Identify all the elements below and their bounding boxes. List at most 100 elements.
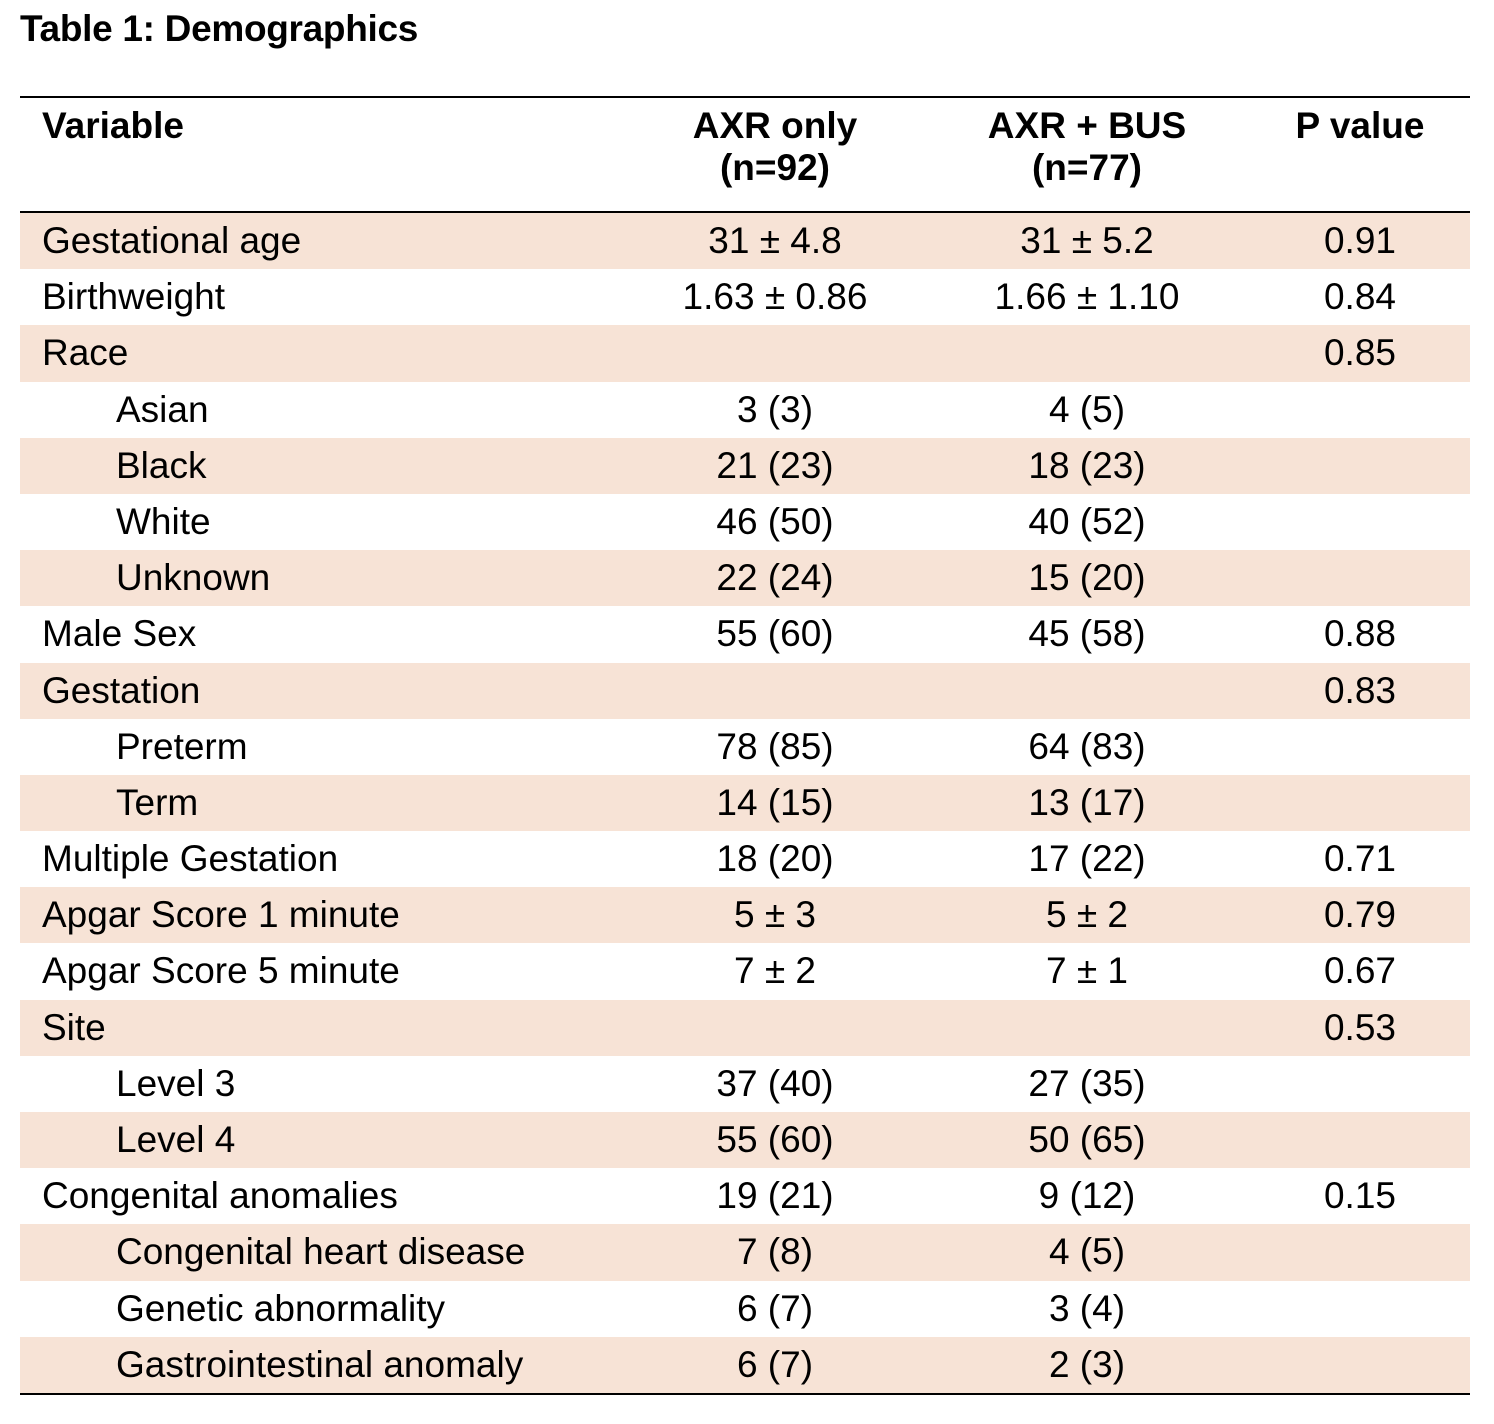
row-label: Congenital anomalies	[42, 1175, 398, 1217]
p-value: 0.85	[1323, 332, 1396, 374]
row-label: Genetic abnormality	[116, 1287, 446, 1329]
p-value: 0.91	[1323, 220, 1396, 261]
row-label: Gestation	[42, 669, 201, 711]
axr-only-value: 5 ± 3	[733, 894, 817, 936]
table-row: Asian 3 (3) 4 (5)	[20, 382, 1470, 438]
axr-bus-value: 3 (4)	[1048, 1287, 1126, 1329]
axr-bus-value: 31 ± 5.2	[1020, 220, 1154, 261]
axr-only-value: 14 (15)	[716, 781, 834, 823]
table-header-rule	[20, 211, 1470, 213]
demographics-table: Variable AXR only (n=92) AXR + BUS (n=77…	[20, 96, 1470, 1395]
table-row: Preterm 78 (85) 64 (83)	[20, 719, 1470, 775]
p-value: 0.53	[1323, 1006, 1396, 1048]
row-label: Apgar Score 1 minute	[42, 894, 400, 936]
row-label: Site	[42, 1006, 106, 1048]
axr-only-value: 19 (21)	[716, 1175, 834, 1217]
axr-bus-value: 13 (17)	[1028, 781, 1146, 823]
table-row: Level 4 55 (60) 50 (65)	[20, 1112, 1470, 1169]
table-row: Race 0.85	[20, 325, 1470, 382]
row-label: Male Sex	[42, 613, 197, 655]
table-row: Genetic abnormality 6 (7) 3 (4)	[20, 1281, 1470, 1337]
table-title: Table 1: Demographics	[20, 8, 419, 49]
table-bottom-rule	[20, 1392, 1470, 1395]
row-label: Black	[116, 444, 207, 486]
table-row: Gastrointestinal anomaly 6 (7) 2 (3)	[20, 1336, 1470, 1393]
axr-bus-value: 15 (20)	[1028, 557, 1146, 599]
row-label: Gastrointestinal anomaly	[116, 1343, 524, 1385]
table-row: Black 21 (23) 18 (23)	[20, 437, 1470, 494]
axr-only-value: 78 (85)	[716, 725, 834, 767]
axr-bus-value: 40 (52)	[1028, 500, 1146, 542]
p-value: 0.67	[1323, 950, 1396, 992]
header-axr-only-line2: (n=92)	[719, 147, 830, 188]
table-row: Birthweight 1.63 ± 0.86 1.66 ± 1.10 0.84	[20, 269, 1470, 325]
axr-bus-value: 64 (83)	[1028, 725, 1146, 767]
row-label: Apgar Score 5 minute	[42, 950, 400, 992]
header-variable: Variable	[42, 105, 184, 146]
axr-bus-value: 4 (5)	[1048, 1231, 1126, 1273]
table-row: Multiple Gestation 18 (20) 17 (22) 0.71	[20, 831, 1470, 887]
header-axr-bus-line1: AXR + BUS	[987, 105, 1187, 146]
axr-only-value: 46 (50)	[716, 500, 834, 542]
table-row: Gestation 0.83	[20, 662, 1470, 719]
p-value: 0.79	[1323, 894, 1396, 936]
header-axr-bus-line2: (n=77)	[1031, 147, 1142, 188]
table-row: Congenital anomalies 19 (21) 9 (12) 0.15	[20, 1168, 1470, 1224]
axr-bus-value: 7 ± 1	[1045, 950, 1129, 992]
axr-only-value: 3 (3)	[736, 388, 814, 430]
row-label: Preterm	[116, 725, 248, 767]
axr-bus-value: 9 (12)	[1038, 1175, 1136, 1217]
row-label: Level 4	[116, 1119, 236, 1160]
axr-bus-value: 2 (3)	[1048, 1343, 1126, 1385]
row-label: Congenital heart disease	[116, 1231, 526, 1273]
table-row: Term 14 (15) 13 (17)	[20, 774, 1470, 832]
p-value: 0.83	[1323, 669, 1396, 711]
axr-bus-value: 1.66 ± 1.10	[994, 276, 1180, 318]
p-value: 0.71	[1323, 838, 1396, 880]
axr-bus-value: 17 (22)	[1028, 838, 1146, 880]
table-row: Male Sex 55 (60) 45 (58) 0.88	[20, 606, 1470, 662]
row-label: Gestational age	[42, 220, 302, 261]
table-row: White 46 (50) 40 (52)	[20, 494, 1470, 550]
row-label: White	[116, 500, 211, 542]
p-value: 0.84	[1323, 276, 1396, 318]
table-row: Gestational age 31 ± 4.8 31 ± 5.2 0.91	[20, 213, 1470, 270]
row-label: Level 3	[116, 1062, 236, 1104]
row-label: Term	[116, 781, 199, 823]
axr-only-value: 37 (40)	[716, 1062, 834, 1104]
row-label: Race	[42, 332, 129, 374]
row-label: Birthweight	[42, 276, 226, 318]
axr-bus-value: 27 (35)	[1028, 1062, 1146, 1104]
table-row: Site 0.53	[20, 999, 1470, 1056]
axr-only-value: 1.63 ± 0.86	[682, 276, 868, 318]
table-row: Level 3 37 (40) 27 (35)	[20, 1056, 1470, 1112]
header-p-value: P value	[1295, 105, 1425, 146]
axr-bus-value: 18 (23)	[1028, 444, 1146, 486]
axr-bus-value: 5 ± 2	[1045, 894, 1129, 936]
row-label: Asian	[116, 388, 209, 430]
axr-only-value: 55 (60)	[716, 613, 834, 655]
table-row: Unknown 22 (24) 15 (20)	[20, 550, 1470, 607]
table-body: Gestational age 31 ± 4.8 31 ± 5.2 0.91 B…	[20, 213, 1470, 1393]
table-header-row: Variable AXR only (n=92) AXR + BUS (n=77…	[20, 98, 1470, 211]
axr-only-value: 22 (24)	[716, 557, 834, 599]
row-label: Multiple Gestation	[42, 838, 339, 880]
p-value: 0.15	[1323, 1175, 1396, 1217]
header-axr-only: AXR only (n=92)	[630, 105, 920, 189]
axr-only-value: 6 (7)	[736, 1343, 814, 1385]
axr-only-value: 7 (8)	[736, 1231, 814, 1273]
axr-bus-value: 45 (58)	[1028, 613, 1146, 655]
axr-bus-value: 4 (5)	[1048, 388, 1126, 430]
row-label: Unknown	[116, 557, 271, 599]
p-value: 0.88	[1323, 613, 1396, 655]
axr-bus-value: 50 (65)	[1028, 1119, 1146, 1160]
axr-only-value: 21 (23)	[716, 444, 834, 486]
axr-only-value: 55 (60)	[716, 1119, 834, 1160]
header-axr-only-line1: AXR only	[692, 105, 858, 146]
axr-only-value: 18 (20)	[716, 838, 834, 880]
table-row: Congenital heart disease 7 (8) 4 (5)	[20, 1224, 1470, 1281]
axr-only-value: 7 ± 2	[733, 950, 817, 992]
table-row: Apgar Score 1 minute 5 ± 3 5 ± 2 0.79	[20, 887, 1470, 944]
header-axr-bus: AXR + BUS (n=77)	[942, 105, 1232, 189]
axr-only-value: 31 ± 4.8	[708, 220, 842, 261]
